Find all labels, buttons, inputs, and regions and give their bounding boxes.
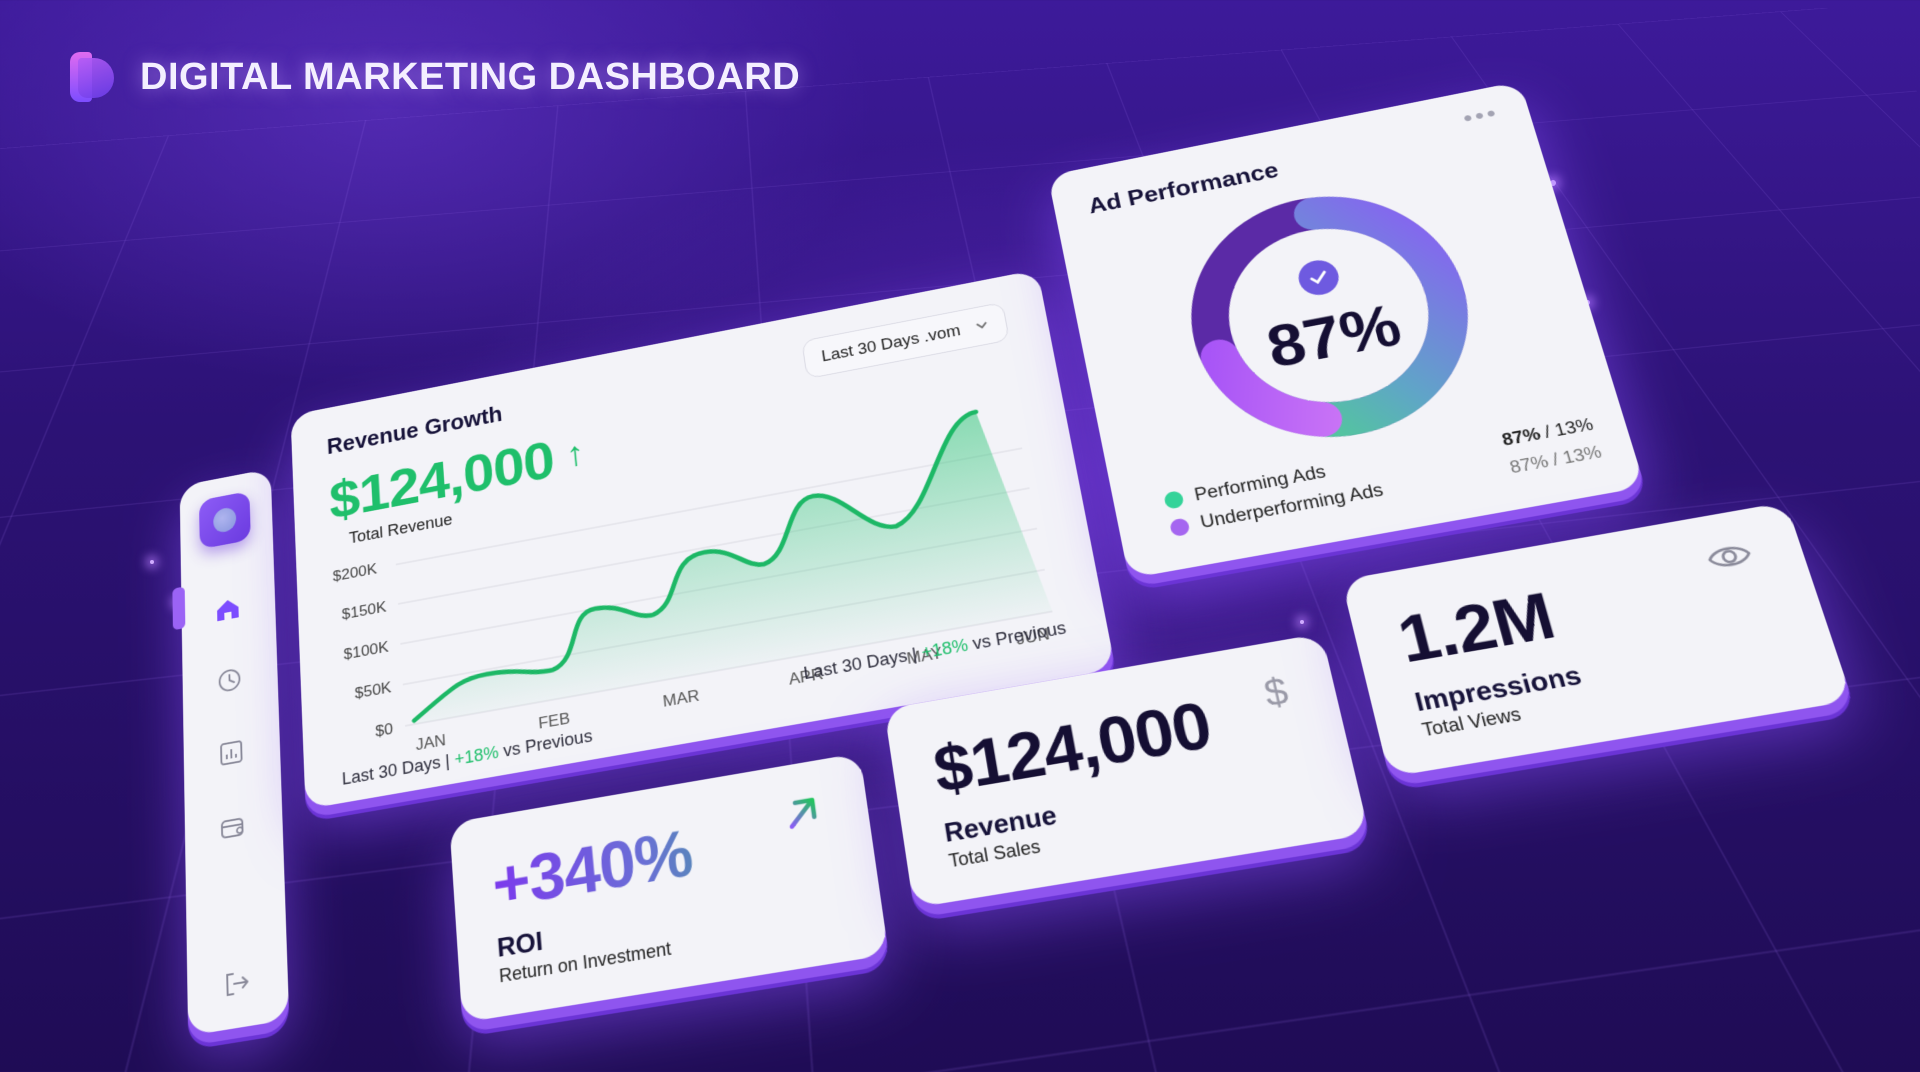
revenue-footer-right: Last 30 Days | +18% vs Previous [802,618,1068,683]
sidebar-app-logo-icon[interactable] [198,490,251,550]
home-icon [216,598,239,622]
svg-text:JAN: JAN [415,731,446,754]
ad-performance-donut: 87% [1159,166,1508,468]
sidebar-item-history[interactable] [215,663,245,697]
svg-text:$150K: $150K [341,598,387,623]
page-header: DIGITAL MARKETING DASHBOARD [70,52,800,102]
sidebar-item-analytics[interactable] [216,736,246,771]
brand-logo-icon [70,52,114,102]
roi-card: +340% ROI Return on Investment [449,752,889,1023]
logout-icon [222,967,251,1000]
ad-performance-card: Ad Performance [1047,81,1646,579]
impressions-card: 1.2M Impressions Total Views [1341,501,1853,778]
svg-text:FEB: FEB [538,709,571,732]
svg-text:JUN: JUN [1015,625,1051,649]
svg-text:$100K: $100K [343,638,389,663]
svg-text:MAY: MAY [906,644,944,668]
roi-value: +340% [490,791,835,923]
bar-chart-icon [218,738,244,768]
check-icon [1294,257,1343,299]
ad-performance-legend: Performing Ads 87% / 13% Underperforming… [1163,414,1606,546]
svg-text:$0: $0 [375,720,394,740]
clock-icon [217,666,243,696]
svg-text:APR: APR [788,665,825,689]
sidebar [172,468,290,1036]
legend-item-underperforming: Underperforming Ads 87% / 13% [1169,441,1604,539]
sidebar-item-payments[interactable] [218,810,248,845]
chevron-down-icon [975,320,990,331]
page-title: DIGITAL MARKETING DASHBOARD [140,55,801,98]
sidebar-item-home[interactable] [213,593,242,626]
svg-text:MAR: MAR [662,687,700,711]
ad-performance-percent: 87% [1260,291,1408,380]
arrow-up-icon: ↑ [564,434,587,475]
svg-text:$50K: $50K [354,679,392,703]
wallet-icon [219,813,247,842]
logout-button[interactable] [221,965,252,1002]
revenue-area [402,404,1053,725]
svg-text:$200K: $200K [332,561,377,586]
sidebar-active-indicator [172,586,186,631]
chart-y-axis: $200K $150K $100K $50K $0 [332,561,394,741]
